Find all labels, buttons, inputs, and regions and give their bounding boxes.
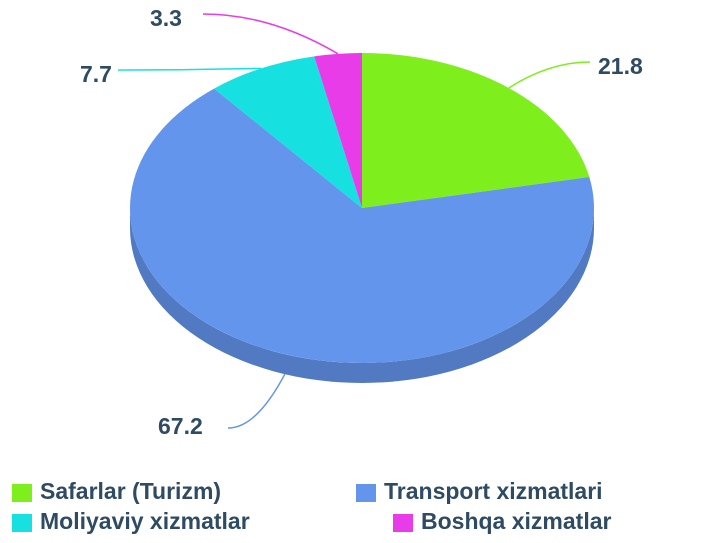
pie-slice — [362, 53, 590, 208]
data-label: 67.2 — [158, 413, 203, 439]
data-label: 21.8 — [598, 53, 643, 79]
data-label: 7.7 — [80, 61, 112, 87]
legend-label: Moliyaviy xizmatlar — [40, 508, 250, 534]
legend-swatch — [12, 484, 32, 502]
legend-label: Transport xizmatlari — [384, 478, 603, 504]
legend-swatch — [356, 484, 376, 502]
legend-swatch — [12, 514, 32, 532]
leader-line — [508, 61, 591, 89]
leader-line — [117, 67, 262, 71]
data-label: 3.3 — [150, 5, 182, 31]
legend-label: Boshqa xizmatlar — [421, 508, 611, 534]
leader-line — [227, 373, 286, 429]
pie-slice — [214, 56, 362, 208]
pie-slice — [314, 53, 362, 208]
legend-label: Safarlar (Turizm) — [40, 478, 221, 504]
leader-line — [202, 13, 339, 55]
legend-swatch — [393, 514, 413, 532]
pie-slice — [129, 88, 594, 364]
